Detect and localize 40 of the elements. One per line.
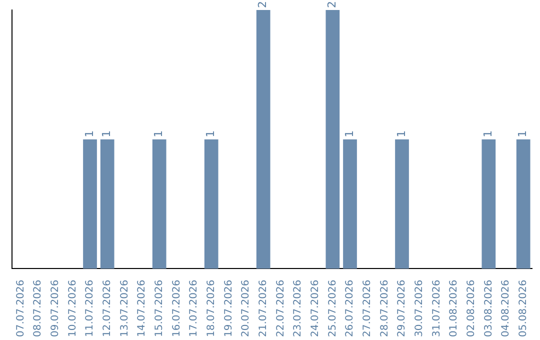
- x-tick-label: 21.07.2026: [258, 280, 269, 338]
- x-tick-label: 11.07.2026: [84, 280, 96, 338]
- x-tick-label: 16.07.2026: [171, 280, 182, 338]
- data-label: 1: [516, 130, 530, 138]
- data-label: 2: [256, 1, 270, 8]
- x-tick-label: 08.07.2026: [32, 280, 44, 338]
- x-tick-label: 25.07.2026: [327, 280, 338, 338]
- data-label: 1: [342, 130, 356, 138]
- x-tick-label: 22.07.2026: [275, 280, 286, 338]
- x-tick-label: 07.07.2026: [15, 280, 26, 338]
- x-tick-label: 30.07.2026: [414, 280, 425, 338]
- x-tick-label: 09.07.2026: [50, 280, 61, 338]
- x-tick-label: 12.07.2026: [102, 280, 113, 338]
- data-label: 1: [82, 130, 96, 138]
- data-label: 1: [152, 130, 166, 138]
- x-tick-label: 04.08.2026: [500, 280, 512, 338]
- data-label: 1: [394, 130, 408, 138]
- x-tick-label: 19.07.2026: [223, 280, 234, 338]
- data-label: 1: [100, 130, 114, 138]
- x-tick-label: 29.07.2026: [396, 280, 408, 338]
- x-tick-label: 03.08.2026: [483, 280, 494, 338]
- x-tick-label: 05.08.2026: [518, 280, 529, 338]
- x-tick-label: 31.07.2026: [431, 280, 442, 338]
- x-tick-label: 23.07.2026: [292, 280, 304, 338]
- data-label: 1: [204, 130, 218, 138]
- x-tick-label: 14.07.2026: [136, 280, 148, 338]
- x-tick-label: 27.07.2026: [362, 280, 373, 338]
- x-tick-label: 01.08.2026: [448, 280, 460, 338]
- x-tick-label: 10.07.2026: [67, 280, 78, 338]
- x-tick-label: 15.07.2026: [154, 280, 165, 338]
- x-tick-label: 17.07.2026: [188, 280, 200, 338]
- x-tick-label: 02.08.2026: [466, 280, 477, 338]
- x-tick-label: 18.07.2026: [206, 280, 217, 338]
- x-tick-label: 26.07.2026: [344, 280, 356, 338]
- x-tick-label: 28.07.2026: [379, 280, 390, 338]
- x-tick-label: 13.07.2026: [119, 280, 130, 338]
- data-label: 1: [482, 130, 495, 138]
- x-tick-label: 24.07.2026: [310, 280, 321, 338]
- x-tick-label: 20.07.2026: [240, 280, 252, 338]
- data-label: 2: [326, 1, 339, 8]
